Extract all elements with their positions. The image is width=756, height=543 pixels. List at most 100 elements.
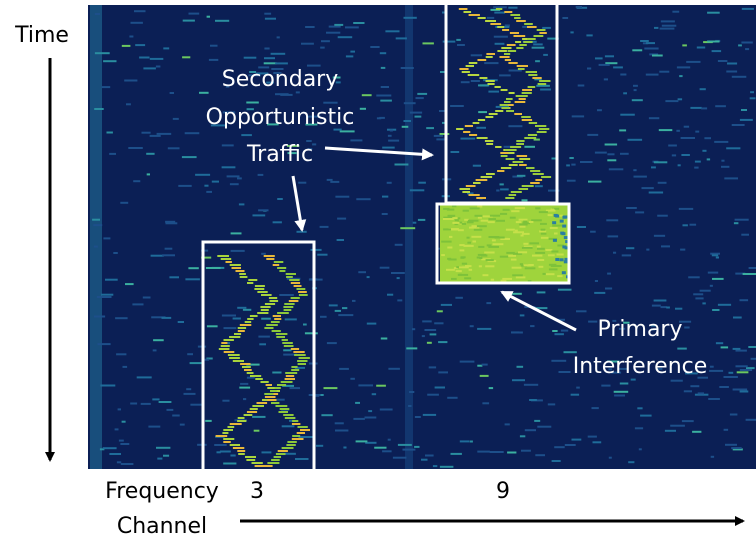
pixel xyxy=(537,291,546,293)
pixel xyxy=(223,463,236,465)
pixel xyxy=(343,447,346,449)
pixel xyxy=(707,41,719,43)
pixel xyxy=(477,451,490,453)
pixel xyxy=(503,209,510,211)
pixel xyxy=(520,226,526,228)
pixel xyxy=(511,259,517,261)
pixel xyxy=(272,330,281,332)
pixel xyxy=(293,351,304,353)
pixel xyxy=(577,226,586,228)
pixel xyxy=(462,223,466,225)
pixel xyxy=(751,358,756,360)
pixel xyxy=(553,239,557,242)
pixel xyxy=(495,146,501,148)
pixel xyxy=(265,18,276,20)
pixel xyxy=(253,214,266,216)
pixel xyxy=(537,131,547,133)
pixel xyxy=(137,376,152,378)
pixel xyxy=(508,255,516,257)
pixel xyxy=(519,164,527,166)
pixel xyxy=(118,408,121,410)
pixel xyxy=(233,360,244,362)
pixel xyxy=(147,173,150,175)
pixel xyxy=(535,60,540,62)
pixel xyxy=(469,269,473,271)
pixel xyxy=(522,199,528,201)
pixel xyxy=(292,420,298,422)
pixel xyxy=(501,280,507,282)
pixel xyxy=(482,402,489,404)
pixel xyxy=(516,221,522,223)
pixel xyxy=(499,74,511,76)
pixel xyxy=(238,417,245,419)
pixel xyxy=(396,37,407,39)
pixel xyxy=(702,302,705,304)
pixel xyxy=(129,36,133,38)
pixel xyxy=(163,455,169,457)
pixel xyxy=(721,346,729,348)
pixel xyxy=(423,414,436,416)
pixel xyxy=(275,387,281,389)
pixel xyxy=(532,255,542,257)
pixel xyxy=(422,335,425,337)
pixel xyxy=(157,458,162,460)
pixel xyxy=(250,408,258,410)
pixel xyxy=(649,117,659,119)
pixel xyxy=(231,232,242,234)
pixel xyxy=(525,429,536,431)
pixel xyxy=(513,161,523,163)
pixel xyxy=(438,341,447,343)
pixel xyxy=(476,197,486,199)
pixel xyxy=(222,166,236,168)
pixel xyxy=(537,259,544,261)
pixel xyxy=(539,80,550,82)
pixel xyxy=(605,144,618,146)
pixel xyxy=(436,138,444,140)
pixel xyxy=(541,229,546,231)
pixel xyxy=(472,241,476,243)
pixel xyxy=(513,231,524,233)
pixel xyxy=(654,161,667,163)
pixel xyxy=(358,384,373,386)
pixel xyxy=(690,107,701,109)
pixel xyxy=(740,391,749,393)
pixel xyxy=(633,85,638,87)
pixel xyxy=(497,26,504,28)
pixel xyxy=(472,225,477,227)
pixel xyxy=(688,276,700,278)
pixel xyxy=(397,277,400,279)
pixel xyxy=(505,149,517,151)
pixel xyxy=(605,288,612,290)
pixel xyxy=(469,62,478,64)
pixel xyxy=(401,67,414,69)
pixel xyxy=(417,93,427,95)
pixel xyxy=(679,208,693,210)
pixel xyxy=(702,150,706,152)
pixel xyxy=(246,102,258,104)
pixel xyxy=(427,342,432,344)
pixel xyxy=(330,181,339,183)
pixel xyxy=(277,36,280,38)
pixel xyxy=(284,345,294,347)
pixel xyxy=(257,312,268,314)
pixel xyxy=(299,357,310,359)
pixel xyxy=(408,405,411,407)
pixel xyxy=(651,166,656,168)
pixel xyxy=(607,273,611,275)
pixel xyxy=(484,62,498,64)
pixel xyxy=(261,318,271,320)
pixel xyxy=(257,402,268,404)
pixel xyxy=(429,366,436,368)
pixel xyxy=(214,444,227,446)
pixel xyxy=(552,158,557,160)
pixel xyxy=(587,134,598,136)
pixel xyxy=(264,13,271,15)
pixel xyxy=(735,219,749,221)
pixel xyxy=(159,401,172,403)
pixel xyxy=(229,357,240,359)
pixel xyxy=(403,449,416,451)
pixel xyxy=(500,56,510,58)
pixel xyxy=(508,7,517,9)
pixel xyxy=(718,60,728,62)
pixel xyxy=(740,369,752,371)
